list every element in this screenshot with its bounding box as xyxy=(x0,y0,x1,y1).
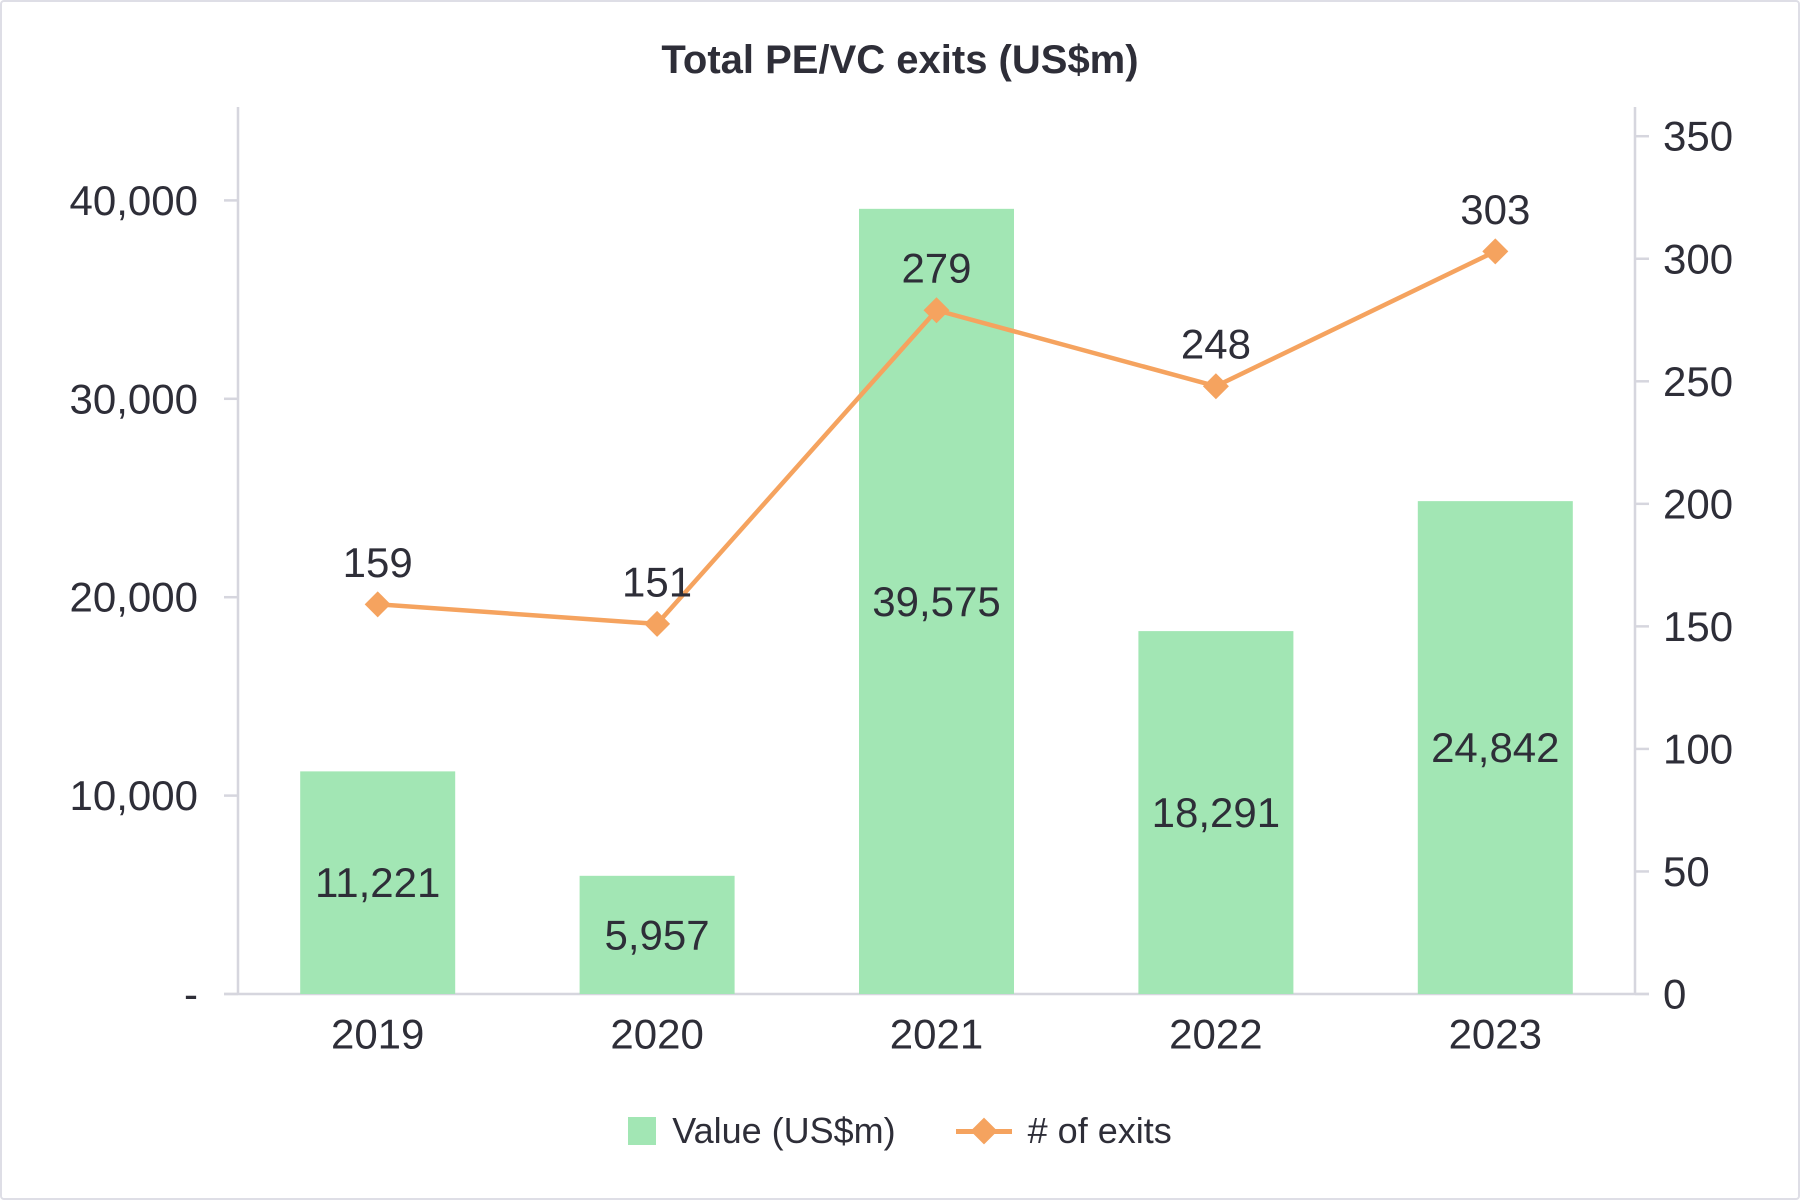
left-axis-tick-label: 10,000 xyxy=(70,772,198,819)
bar-2022 xyxy=(1138,631,1294,994)
legend-item-value: Value (US$m) xyxy=(628,1110,896,1152)
right-axis-tick-label: 100 xyxy=(1663,725,1733,772)
right-axis-tick-label: 350 xyxy=(1663,113,1733,160)
right-axis-tick-label: 300 xyxy=(1663,235,1733,282)
exits-value-label: 248 xyxy=(1181,321,1251,368)
x-axis-category-label: 2020 xyxy=(610,1011,703,1058)
x-axis-category-label: 2022 xyxy=(1169,1011,1262,1058)
exits-marker-2019 xyxy=(364,591,391,618)
x-axis-category-label: 2023 xyxy=(1449,1011,1542,1058)
legend-value-label: Value (US$m) xyxy=(672,1110,896,1151)
exits-marker-2023 xyxy=(1482,238,1509,265)
right-axis-tick-label: 0 xyxy=(1663,971,1686,1018)
bar-value-label: 39,575 xyxy=(872,578,1000,625)
bar-2023 xyxy=(1417,501,1573,994)
exits-value-label: 279 xyxy=(901,245,971,292)
exits-marker-2020 xyxy=(644,610,671,637)
legend-exits-label: # of exits xyxy=(1027,1110,1172,1151)
x-axis-category-label: 2021 xyxy=(890,1011,983,1058)
legend-item-exits: # of exits xyxy=(955,1110,1172,1152)
left-axis-tick-label: 30,000 xyxy=(70,375,198,422)
x-axis-category-label: 2019 xyxy=(331,1011,424,1058)
bar-2021 xyxy=(859,208,1014,994)
exits-value-label: 303 xyxy=(1460,186,1530,233)
exits-marker-2022 xyxy=(1202,373,1229,400)
exits-value-label: 159 xyxy=(343,539,413,586)
bar-2020 xyxy=(579,875,735,994)
bar-value-label: 24,842 xyxy=(1431,724,1559,771)
right-axis-tick-label: 150 xyxy=(1663,603,1733,650)
bar-2019 xyxy=(300,771,456,994)
legend-bar-swatch-icon xyxy=(628,1117,657,1145)
exits-marker-2021 xyxy=(923,297,950,324)
right-axis-tick-label: 200 xyxy=(1663,480,1733,527)
exits-value-label: 151 xyxy=(622,558,692,605)
legend-line-swatch-icon xyxy=(955,1117,1012,1145)
left-axis-tick-label: 20,000 xyxy=(70,574,198,621)
right-axis-tick-label: 250 xyxy=(1663,358,1733,405)
left-axis-tick-label: - xyxy=(184,971,198,1018)
bar-value-label: 11,221 xyxy=(315,859,440,906)
legend-diamond-icon xyxy=(970,1117,998,1145)
right-axis-tick-label: 50 xyxy=(1663,848,1710,895)
left-axis-tick-label: 40,000 xyxy=(70,177,198,224)
chart-title: Total PE/VC exits (US$m) xyxy=(661,38,1139,82)
bar-value-label: 18,291 xyxy=(1152,789,1280,836)
bar-value-label: 5,957 xyxy=(605,911,710,958)
legend: Value (US$m) # of exits xyxy=(2,1110,1798,1152)
